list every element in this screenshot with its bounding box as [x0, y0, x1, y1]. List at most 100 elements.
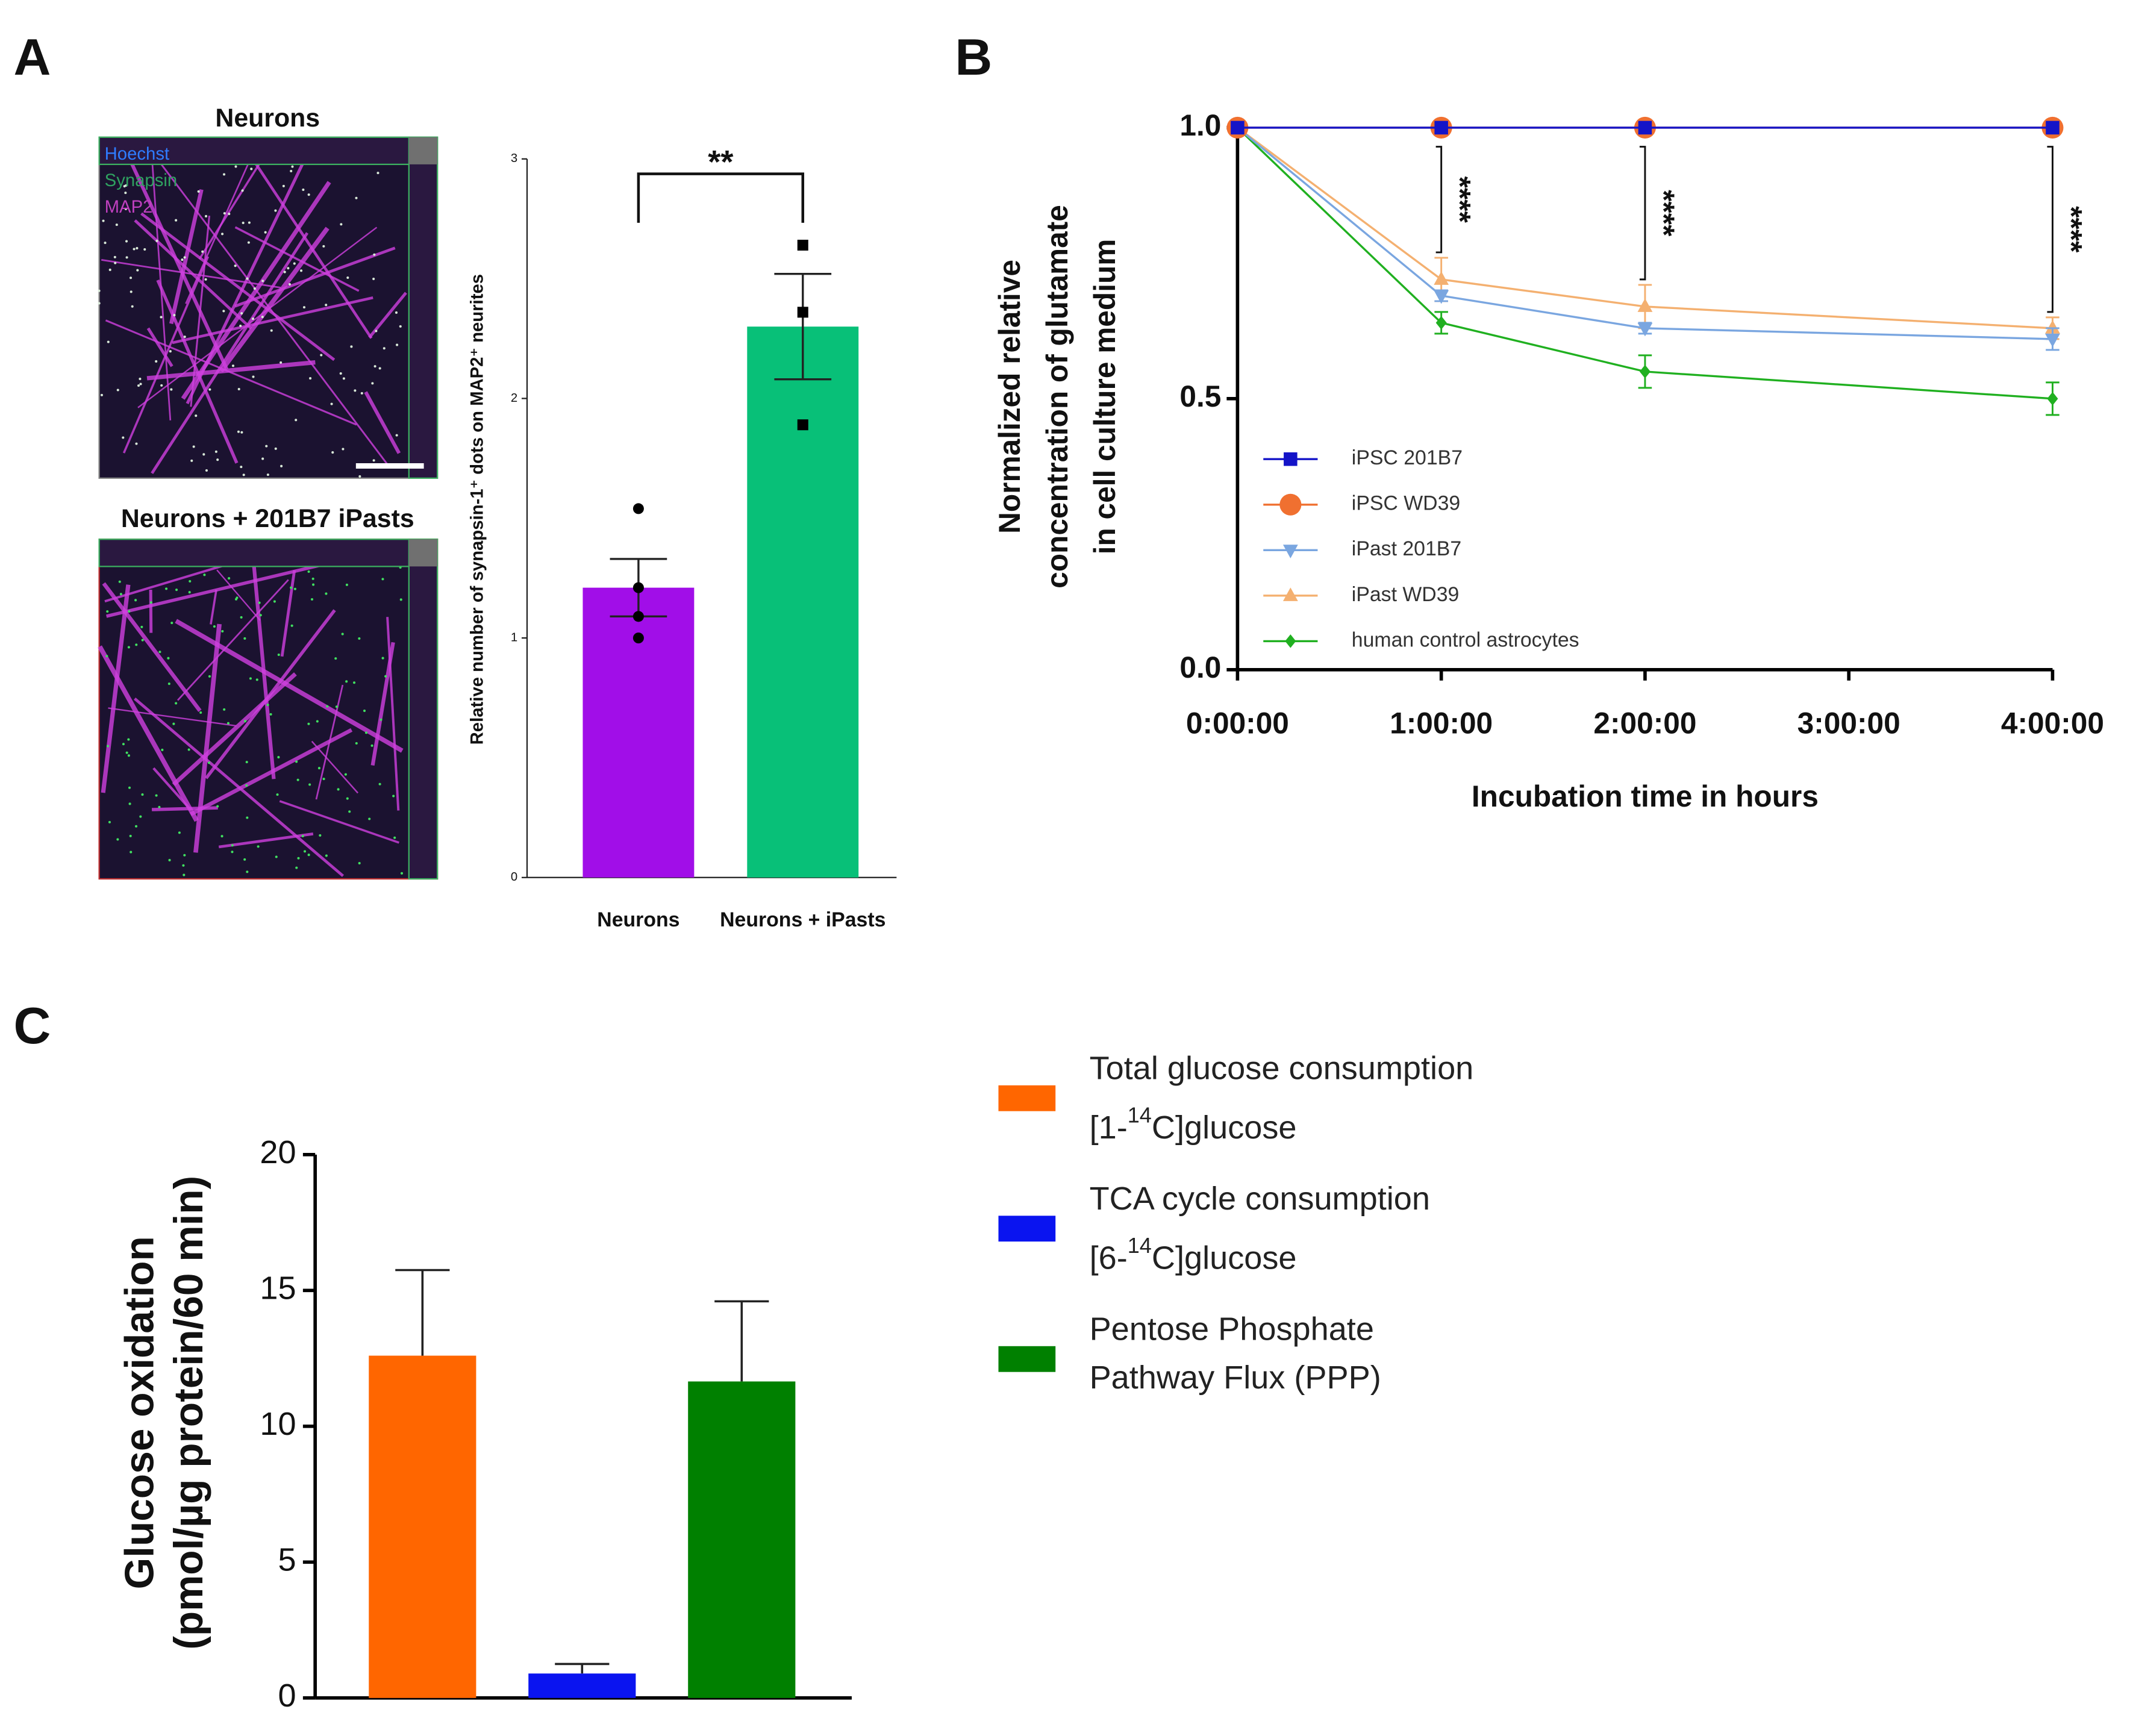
legend-swatch [998, 1085, 1056, 1111]
neurite [176, 579, 289, 701]
data-point [632, 582, 644, 593]
neurite [151, 149, 172, 420]
neurite [280, 570, 296, 657]
legend-label: iPSC 201B7 [1352, 446, 1463, 469]
puncta [312, 583, 315, 586]
puncta [240, 616, 243, 619]
puncta [114, 261, 117, 264]
y-tick-label: 1 [511, 631, 517, 644]
puncta [169, 350, 172, 353]
neurite [102, 582, 202, 712]
puncta [295, 866, 298, 869]
puncta [107, 340, 110, 343]
puncta [307, 193, 310, 196]
neurite [172, 672, 297, 787]
puncta [172, 722, 175, 725]
puncta [202, 453, 205, 456]
y-tick-label: 3 [511, 152, 517, 165]
neurite [105, 319, 357, 426]
puncta [371, 382, 374, 385]
neurite [250, 549, 276, 779]
puncta [342, 448, 345, 451]
legend-marker [1279, 493, 1302, 516]
puncta [310, 598, 314, 601]
puncta [350, 345, 353, 348]
neurite [234, 246, 396, 308]
puncta [392, 795, 395, 798]
puncta [266, 704, 269, 707]
puncta [130, 290, 133, 293]
puncta [358, 475, 361, 478]
puncta [355, 196, 358, 199]
puncta [245, 761, 248, 764]
data-point [632, 632, 644, 644]
puncta [231, 364, 235, 367]
puncta [204, 214, 208, 217]
puncta [175, 589, 178, 592]
puncta [125, 256, 128, 259]
puncta [255, 678, 258, 681]
neurite [210, 589, 217, 625]
line [1237, 126, 2053, 400]
puncta [234, 165, 237, 168]
y-axis-label: (pmol/µg protein/60 min) [166, 1176, 211, 1650]
x-tick-label: Neurons [597, 908, 679, 931]
neurite [234, 226, 360, 292]
puncta [301, 834, 304, 838]
puncta [205, 469, 208, 472]
puncta [167, 682, 170, 685]
puncta [372, 459, 375, 462]
puncta [307, 854, 310, 857]
puncta [269, 713, 272, 716]
puncta [123, 185, 126, 188]
puncta [266, 473, 269, 476]
puncta [175, 702, 178, 705]
puncta [337, 788, 340, 791]
puncta [275, 855, 278, 858]
line [1237, 126, 2053, 340]
y-tick-label: 1.0 [1179, 108, 1221, 142]
puncta [364, 731, 368, 734]
x-tick-label: 0:00:00 [1186, 706, 1289, 740]
puncta [307, 722, 310, 725]
puncta [353, 681, 356, 684]
puncta [257, 845, 260, 848]
puncta [155, 360, 158, 363]
annotation: **** [1443, 176, 1477, 223]
puncta [270, 329, 273, 332]
puncta [190, 459, 193, 462]
puncta [243, 858, 246, 861]
y-axis-label: Normalized relative [993, 260, 1026, 534]
legend-label: iPast 201B7 [1352, 537, 1461, 560]
panel-letter: B [955, 28, 992, 86]
puncta [208, 388, 211, 391]
puncta [131, 305, 134, 308]
puncta [290, 170, 293, 173]
puncta [226, 722, 230, 725]
puncta [381, 578, 384, 581]
neurite [193, 623, 222, 853]
puncta [116, 838, 119, 841]
puncta [178, 831, 181, 834]
data-point [797, 239, 808, 251]
puncta [113, 255, 116, 258]
neurite [140, 212, 336, 361]
neurite [370, 642, 395, 766]
puncta [384, 675, 387, 678]
puncta [127, 754, 130, 757]
puncta [258, 601, 261, 604]
puncta [335, 705, 338, 708]
puncta [216, 458, 219, 461]
puncta [237, 430, 240, 433]
channel-label: Hoechst [105, 144, 169, 164]
puncta [106, 745, 110, 748]
puncta [355, 742, 358, 745]
puncta [265, 445, 268, 448]
data-point [1638, 120, 1652, 135]
puncta [195, 414, 198, 417]
puncta [373, 365, 376, 368]
legend-label: TCA cycle consumption [1090, 1181, 1430, 1217]
puncta [127, 738, 130, 741]
puncta [326, 705, 329, 708]
